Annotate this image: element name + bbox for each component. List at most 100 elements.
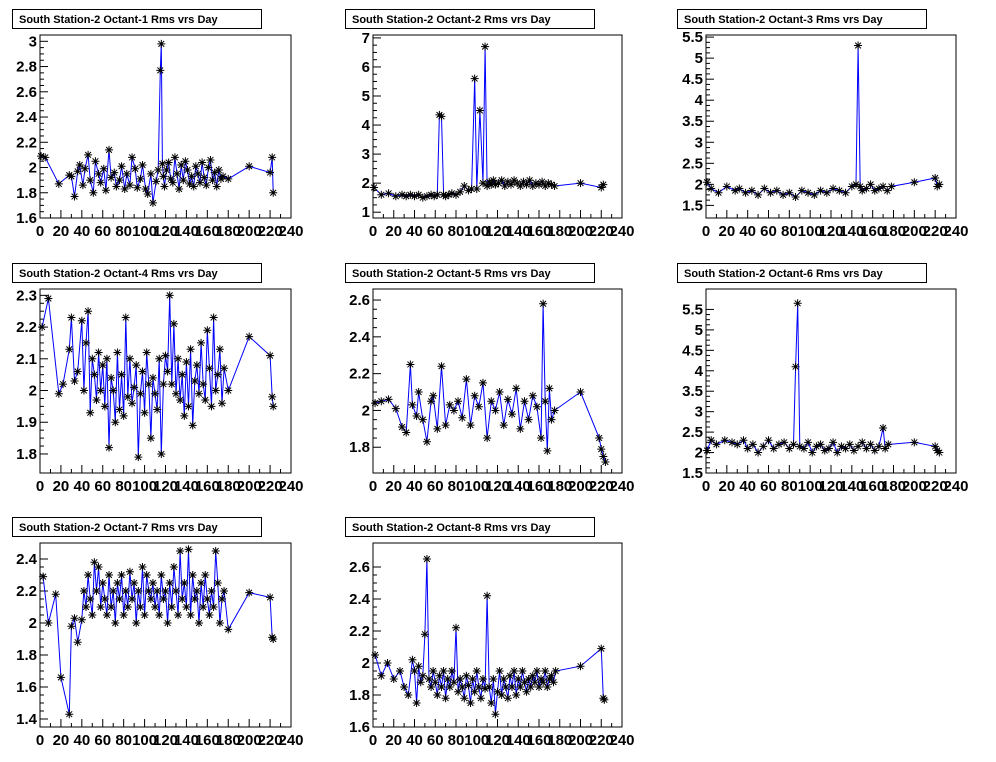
plot-frame — [39, 542, 292, 728]
data-point — [88, 354, 97, 363]
data-point — [245, 588, 254, 597]
data-point — [174, 354, 183, 363]
y-tick-label: 2 — [29, 615, 37, 632]
data-point — [845, 440, 854, 449]
data-point — [532, 667, 541, 675]
data-point — [164, 158, 173, 167]
data-point — [101, 186, 110, 195]
data-point — [44, 619, 53, 627]
data-point — [142, 571, 151, 579]
data-point — [449, 406, 458, 415]
data-point — [444, 190, 453, 199]
data-point — [404, 691, 413, 699]
data-point — [493, 687, 502, 696]
x-tick-label: 140 — [174, 223, 199, 240]
data-point — [177, 160, 186, 169]
data-point — [203, 595, 212, 603]
data-point — [109, 386, 118, 395]
data-point — [406, 190, 415, 199]
y-tick-label: 1.4 — [16, 711, 38, 728]
data-point — [422, 555, 431, 563]
data-point — [501, 683, 510, 691]
data-point — [476, 694, 485, 703]
data-point — [107, 373, 116, 382]
data-point — [86, 408, 95, 417]
data-point — [171, 389, 180, 398]
data-point — [190, 595, 199, 603]
data-point — [91, 157, 100, 166]
data-point — [741, 188, 750, 197]
data-point — [456, 675, 465, 683]
data-point — [866, 180, 875, 189]
data-point — [550, 406, 559, 415]
x-tick-label: 180 — [216, 223, 241, 240]
data-point — [418, 415, 427, 424]
data-point — [111, 619, 120, 627]
data-point — [141, 184, 150, 193]
data-point — [187, 172, 196, 181]
data-point — [163, 367, 172, 376]
x-tick-label: 240 — [278, 732, 303, 749]
data-point — [98, 361, 107, 370]
data-point — [161, 351, 170, 360]
data-point — [538, 177, 547, 186]
data-point — [472, 667, 481, 675]
y-tick-label: 2.4 — [349, 591, 371, 608]
data-point — [528, 182, 537, 191]
data-point — [268, 392, 277, 401]
y-tick-label: 2.6 — [16, 84, 37, 101]
data-point — [489, 675, 498, 683]
data-point — [73, 167, 82, 176]
data-point — [503, 177, 512, 186]
data-point — [406, 360, 415, 369]
data-point — [779, 190, 788, 199]
y-tick-label: 1.9 — [16, 414, 37, 431]
data-point — [107, 603, 116, 611]
y-tick-label: 2.6 — [349, 559, 370, 576]
data-point — [470, 391, 479, 400]
data-point — [785, 444, 794, 453]
data-point — [217, 595, 226, 603]
x-tick-label: 20 — [53, 732, 70, 749]
data-point — [703, 178, 712, 187]
data-point — [470, 74, 479, 83]
data-point — [487, 699, 496, 707]
data-point — [389, 675, 398, 683]
x-tick-label: 120 — [485, 732, 510, 749]
x-tick-label: 180 — [881, 478, 906, 495]
data-point — [148, 579, 157, 587]
x-tick-label: 0 — [702, 478, 710, 495]
data-point — [186, 611, 195, 619]
data-point — [96, 178, 105, 187]
data-point — [178, 370, 187, 379]
y-tick-label: 7 — [362, 30, 370, 47]
data-point — [158, 159, 167, 168]
data-point — [789, 440, 798, 449]
data-point — [478, 179, 487, 188]
data-point — [524, 415, 533, 424]
data-point — [131, 164, 140, 173]
data-point — [854, 41, 863, 50]
data-point — [65, 345, 74, 354]
data-point — [467, 184, 476, 193]
data-point — [812, 442, 821, 451]
data-point — [100, 595, 109, 603]
x-tick-label: 240 — [278, 223, 303, 240]
data-point — [181, 157, 190, 166]
data-point — [188, 571, 197, 579]
x-tick-label: 20 — [53, 223, 70, 240]
data-point — [96, 603, 105, 611]
x-tick-label: 220 — [923, 478, 948, 495]
data-point — [132, 361, 141, 370]
data-point — [462, 671, 471, 680]
chart-title: South Station-2 Octant-1 Rms vrs Day — [12, 9, 262, 29]
data-point — [600, 695, 609, 704]
data-point — [595, 434, 604, 443]
data-point — [910, 178, 919, 187]
data-point — [78, 181, 87, 190]
x-tick-label: 200 — [568, 223, 593, 240]
data-point — [67, 313, 76, 322]
data-point — [427, 190, 436, 199]
data-point — [474, 683, 483, 691]
